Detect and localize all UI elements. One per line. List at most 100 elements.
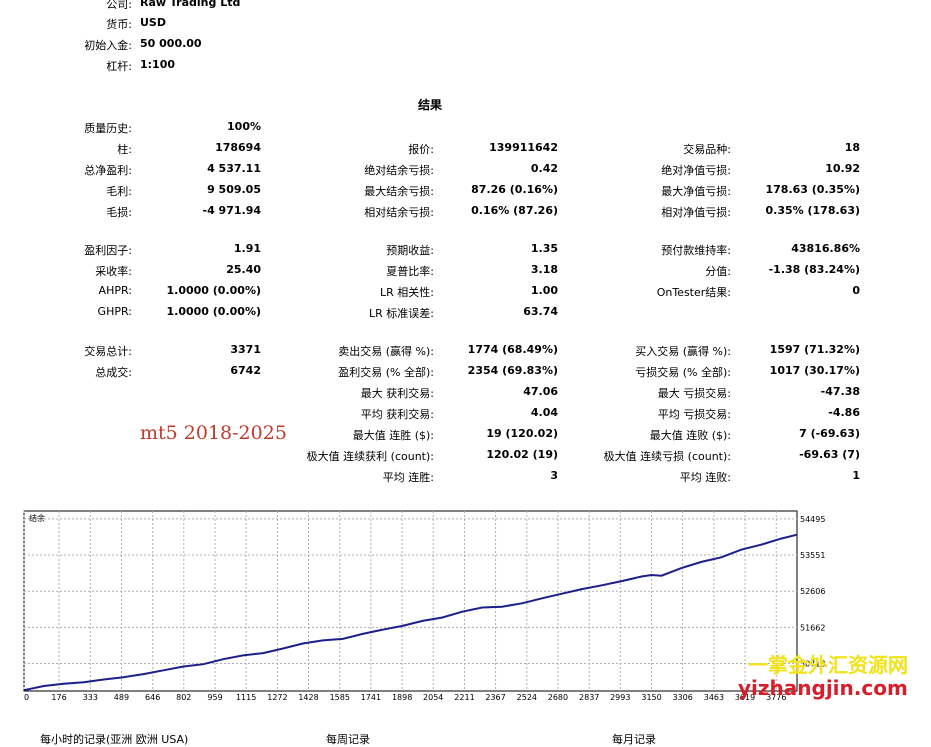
col3-label: 极大值 连续亏损 (count): [603,450,731,463]
col1-label: 采收率: [95,265,132,278]
col2-label: 相对结余亏损: [364,206,434,219]
col2-value: 47.06 [523,385,558,398]
col2-label: 最大结余亏损: [364,185,434,198]
col3-value: 7 (-69.63) [799,427,860,440]
col2-value: 0.16% (87.26) [471,204,558,217]
col3-value: -1.38 (83.24%) [768,263,860,276]
currency-label: 货币: [106,18,132,31]
col3-value: -47.38 [820,385,860,398]
col1-value: 6742 [230,364,261,377]
col1-value: -4 971.94 [202,204,262,217]
annotation-text: mt5 2018-2025 [140,422,287,444]
col1-value: 9 509.05 [207,183,261,196]
col3-label: 平均 亏损交易: [657,408,731,421]
col2-label: 绝对结余亏损: [364,164,434,177]
leverage-label: 杠杆: [106,60,132,73]
col1-value: 1.91 [233,242,261,255]
col3-value: -4.86 [828,406,860,419]
col1-label: 毛损: [106,206,132,219]
col2-value: 0.42 [530,162,558,175]
x-tick-label: 802 [176,693,191,702]
col3-value: 0.35% (178.63) [765,204,861,217]
col2-label: 最大值 连胜 ($): [352,429,434,442]
col2-value: 19 (120.02) [486,427,558,440]
col1-label: 交易总计: [84,345,132,358]
col1-value: 3371 [230,343,261,356]
x-tick-label: 2211 [454,693,474,702]
x-tick-label: 176 [51,693,66,702]
col2-label: 平均 获利交易: [360,408,434,421]
y-tick-label: 50718 [800,660,825,669]
col3-label: 最大净值亏损: [661,185,731,198]
col2-label: 报价: [408,143,434,156]
y-axis-ticks: 54495 53551 52606 51662 50718 [800,515,825,669]
weekly-records-title: 每周记录 [326,733,370,746]
col2-label: 夏普比率: [386,265,434,278]
col1-value: 1.0000 (0.00%) [166,284,262,297]
x-tick-label: 1585 [330,693,350,702]
balance-line [23,533,798,692]
y-tick-label: 54495 [800,515,825,524]
col2-label: 盈利交易 (% 全部): [338,366,434,379]
y-tick-label: 53551 [800,551,825,560]
col2-label: 平均 连胜: [382,471,434,484]
x-tick-label: 333 [83,693,98,702]
col1-label: 总成交: [95,366,132,379]
x-tick-label: 1272 [267,693,287,702]
watermark-line-1: 一掌金外汇资源网 [748,653,908,677]
col2-value: 87.26 (0.16%) [471,183,558,196]
chart-grid [23,511,797,691]
col3-label: 最大值 连败 ($): [649,429,731,442]
col2-value: 1774 (68.49%) [467,343,558,356]
col3-label: 亏损交易 (% 全部): [635,366,731,379]
col1-value: 25.40 [226,263,261,276]
deposit-value: 50 000.00 [140,37,202,50]
col3-label: OnTester结果: [656,286,731,299]
x-axis-ticks: 0 176 333 489 646 802 959 1115 1272 1428 1585 1741 1… [24,693,786,702]
x-tick-label: 489 [114,693,129,702]
chart-legend-label: 结余 [29,513,45,523]
col1-label: 毛利: [106,185,132,198]
col3-label: 预付款维持率: [661,244,731,257]
col2-value: 3 [550,469,558,482]
col1-label: 柱: [117,143,132,156]
col2-label: 极大值 连续获利 (count): [306,450,434,463]
col1-label: 质量历史: [84,122,132,135]
deposit-label: 初始入金: [84,39,132,52]
col2-value: 1.35 [530,242,558,255]
x-tick-label: 2524 [517,693,537,702]
currency-value: USD [140,16,166,29]
col2-value: 63.74 [523,305,558,318]
col3-label: 交易品种: [683,143,731,156]
x-tick-label: 2054 [423,693,443,702]
company-label: 公司: [106,0,132,11]
col3-value: 1 [852,469,860,482]
col2-label: 卖出交易 (赢得 %): [338,345,434,358]
col3-value: -69.63 (7) [799,448,860,461]
col3-value: 178.63 (0.35%) [765,183,861,196]
col1-value: 100% [227,120,261,133]
y-tick-label: 51662 [800,623,825,632]
col1-label: AHPR: [98,284,132,297]
x-tick-label: 1898 [392,693,412,702]
col3-value: 1017 (30.17%) [769,364,860,377]
col3-label: 分值: [705,265,731,278]
x-tick-label: 0 [24,693,29,702]
col3-label: 相对净值亏损: [661,206,731,219]
x-tick-label: 2680 [548,693,568,702]
col3-label: 最大 亏损交易: [657,387,731,400]
col3-value: 10.92 [825,162,860,175]
col1-value: 4 537.11 [207,162,261,175]
x-tick-label: 1741 [361,693,381,702]
col3-label: 绝对净值亏损: [661,164,731,177]
col1-label: 盈利因子: [84,244,132,257]
col1-value: 178694 [215,141,261,154]
col2-label: 预期收益: [386,244,434,257]
x-tick-label: 2993 [610,693,630,702]
x-tick-label: 3776 [766,693,786,702]
col2-label: 最大 获利交易: [360,387,434,400]
col1-label: GHPR: [97,305,132,318]
hourly-records-title: 每小时的记录(亚洲 欧洲 USA) [40,733,189,746]
col2-value: 1.00 [530,284,558,297]
x-tick-label: 3306 [672,693,692,702]
